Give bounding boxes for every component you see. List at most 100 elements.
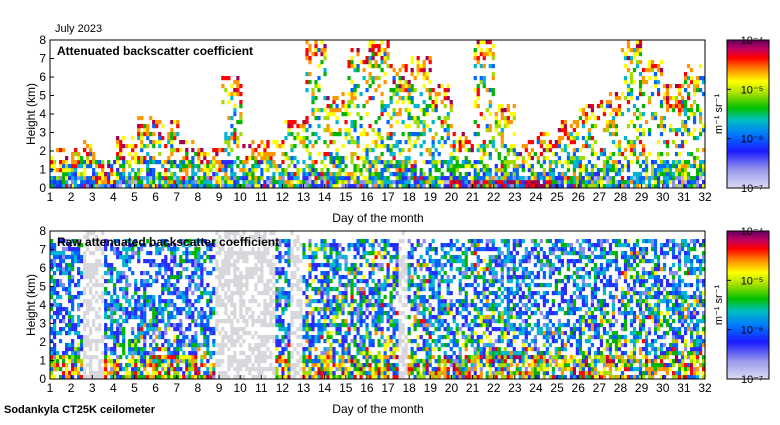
colorbar-tick-label: 10⁻⁶ bbox=[741, 325, 764, 337]
colorbar-scale bbox=[727, 231, 769, 379]
x-tick-label: 9 bbox=[216, 190, 223, 204]
x-tick-label: 29 bbox=[635, 381, 649, 395]
colorbar-tick-label: 10⁻⁴ bbox=[741, 35, 764, 47]
x-tick-label: 11 bbox=[255, 190, 268, 204]
x-tick-label: 3 bbox=[89, 381, 96, 395]
raw-backscatter-heatmap bbox=[50, 231, 705, 379]
colorbar-tick-label: 10⁻⁷ bbox=[741, 183, 763, 195]
x-tick-label: 18 bbox=[403, 190, 417, 204]
x-tick-label: 28 bbox=[614, 381, 628, 395]
x-tick-label: 30 bbox=[656, 381, 670, 395]
x-tick-label: 16 bbox=[360, 190, 374, 204]
instrument-label: Sodankyla CT25K ceilometer bbox=[4, 404, 156, 416]
x-tick-label: 15 bbox=[339, 381, 353, 395]
x-tick-label: 29 bbox=[635, 190, 649, 204]
x-tick-label: 1 bbox=[47, 381, 54, 395]
x-tick-label: 14 bbox=[318, 381, 332, 395]
y-tick-label: 6 bbox=[39, 70, 46, 84]
x-tick-label: 6 bbox=[152, 381, 159, 395]
y-tick-label: 3 bbox=[39, 317, 46, 331]
x-tick-label: 5 bbox=[131, 381, 138, 395]
colorbar-tick-label: 10⁻⁵ bbox=[741, 275, 764, 287]
y-tick-label: 7 bbox=[39, 52, 46, 66]
x-tick-label: 13 bbox=[297, 381, 311, 395]
x-tick-label: 17 bbox=[381, 381, 395, 395]
x-tick-label: 4 bbox=[110, 190, 117, 204]
x-tick-label: 23 bbox=[508, 190, 522, 204]
y-tick-label: 0 bbox=[39, 181, 46, 195]
x-tick-label: 2 bbox=[68, 381, 75, 395]
x-tick-label: 19 bbox=[424, 381, 438, 395]
x-tick-label: 27 bbox=[593, 381, 607, 395]
x-tick-label: 7 bbox=[173, 190, 180, 204]
x-tick-label: 19 bbox=[424, 190, 438, 204]
y-axis-label: Height (km) bbox=[24, 83, 38, 145]
x-tick-label: 12 bbox=[276, 381, 290, 395]
x-tick-label: 10 bbox=[233, 190, 247, 204]
x-tick-label: 23 bbox=[508, 381, 522, 395]
x-tick-label: 20 bbox=[445, 190, 459, 204]
x-tick-label: 9 bbox=[216, 381, 223, 395]
x-tick-label: 31 bbox=[677, 190, 691, 204]
x-tick-label: 25 bbox=[550, 190, 564, 204]
panel-title: Attenuated backscatter coefficient bbox=[57, 44, 253, 58]
x-tick-label: 32 bbox=[698, 190, 712, 204]
y-tick-label: 4 bbox=[39, 298, 46, 312]
colorbar-bottom: 10⁻⁴ 10⁻⁵ 10⁻⁶ 10⁻⁷ m⁻¹ sr⁻¹ bbox=[713, 226, 769, 386]
y-tick-label: 8 bbox=[39, 33, 46, 47]
y-tick-label: 1 bbox=[39, 163, 46, 177]
y-tick-label: 5 bbox=[39, 89, 46, 103]
x-tick-label: 21 bbox=[466, 381, 480, 395]
colorbar-unit: m⁻¹ sr⁻¹ bbox=[713, 285, 725, 326]
x-tick-label: 27 bbox=[593, 190, 607, 204]
y-tick-label: 2 bbox=[39, 144, 46, 158]
colorbar-tick-label: 10⁻⁷ bbox=[741, 374, 763, 386]
x-tick-label: 30 bbox=[656, 190, 670, 204]
colorbar-scale bbox=[727, 40, 769, 188]
month-label: July 2023 bbox=[55, 23, 102, 35]
x-tick-label: 18 bbox=[403, 381, 417, 395]
y-tick-label: 7 bbox=[39, 243, 46, 257]
x-tick-label: 20 bbox=[445, 381, 459, 395]
colorbar-tick-label: 10⁻⁶ bbox=[741, 134, 764, 146]
panel-title: Raw attenuated backscatter coefficient bbox=[57, 235, 279, 249]
x-axis-label: Day of the month bbox=[332, 402, 423, 416]
colorbar-tick-label: 10⁻⁵ bbox=[741, 84, 764, 96]
backscatter-heatmap bbox=[50, 40, 705, 188]
x-tick-label: 25 bbox=[550, 381, 564, 395]
y-tick-label: 2 bbox=[39, 335, 46, 349]
x-tick-label: 8 bbox=[195, 190, 202, 204]
x-tick-label: 2 bbox=[68, 190, 75, 204]
x-tick-label: 17 bbox=[381, 190, 395, 204]
x-tick-label: 16 bbox=[360, 381, 374, 395]
x-tick-label: 6 bbox=[152, 190, 159, 204]
x-tick-label: 8 bbox=[195, 381, 202, 395]
x-tick-label: 14 bbox=[318, 190, 332, 204]
x-tick-label: 22 bbox=[487, 190, 501, 204]
y-tick-label: 3 bbox=[39, 126, 46, 140]
x-tick-label: 24 bbox=[529, 381, 543, 395]
y-tick-label: 0 bbox=[39, 372, 46, 386]
y-tick-label: 6 bbox=[39, 261, 46, 275]
x-tick-label: 13 bbox=[297, 190, 311, 204]
y-axis-label: Height (km) bbox=[24, 274, 38, 336]
x-axis-label: Day of the month bbox=[332, 211, 423, 225]
x-tick-label: 24 bbox=[529, 190, 543, 204]
y-tick-label: 8 bbox=[39, 224, 46, 238]
x-tick-label: 21 bbox=[466, 190, 480, 204]
x-tick-label: 32 bbox=[698, 381, 712, 395]
x-tick-label: 26 bbox=[572, 190, 586, 204]
x-tick-label: 26 bbox=[572, 381, 586, 395]
x-tick-label: 3 bbox=[89, 190, 96, 204]
colorbar-top: 10⁻⁴ 10⁻⁵ 10⁻⁶ 10⁻⁷ m⁻¹ sr⁻¹ bbox=[713, 35, 769, 195]
x-tick-label: 7 bbox=[173, 381, 180, 395]
y-tick-label: 4 bbox=[39, 107, 46, 121]
colorbar-tick-label: 10⁻⁴ bbox=[741, 226, 764, 238]
x-tick-label: 11 bbox=[255, 381, 268, 395]
x-tick-label: 12 bbox=[276, 190, 290, 204]
colorbar-unit: m⁻¹ sr⁻¹ bbox=[713, 94, 725, 135]
y-tick-label: 5 bbox=[39, 280, 46, 294]
